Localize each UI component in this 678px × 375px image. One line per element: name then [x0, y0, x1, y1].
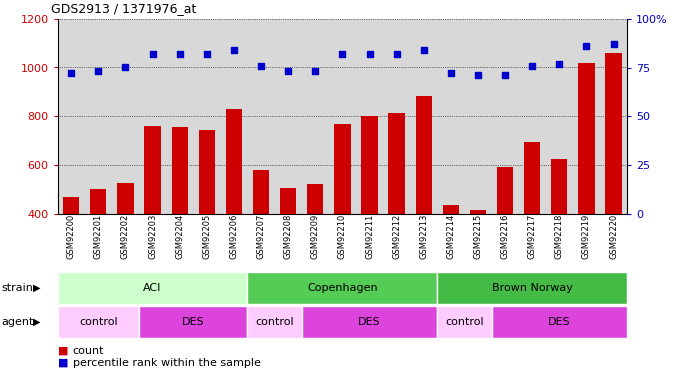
Bar: [437, 272, 627, 304]
Bar: [253, 170, 269, 311]
Text: GSM92213: GSM92213: [419, 214, 428, 259]
Point: [310, 68, 321, 74]
Text: count: count: [73, 346, 104, 355]
Text: GSM92215: GSM92215: [473, 214, 483, 259]
Text: GSM92208: GSM92208: [283, 214, 293, 259]
Text: GSM92207: GSM92207: [256, 214, 266, 259]
Point: [500, 72, 511, 78]
Text: GSM92203: GSM92203: [148, 214, 157, 259]
Bar: [437, 306, 492, 338]
Bar: [492, 306, 627, 338]
Text: ▶: ▶: [33, 283, 40, 293]
Point: [581, 43, 592, 49]
Text: GSM92205: GSM92205: [202, 214, 212, 259]
Bar: [605, 53, 622, 311]
Text: Brown Norway: Brown Norway: [492, 283, 573, 293]
Text: control: control: [256, 316, 294, 327]
Point: [337, 51, 348, 57]
Bar: [497, 167, 513, 311]
Point: [364, 51, 375, 57]
Text: GSM92202: GSM92202: [121, 214, 130, 259]
Bar: [90, 189, 106, 311]
Text: GSM92210: GSM92210: [338, 214, 347, 259]
Bar: [416, 96, 432, 311]
Text: GSM92212: GSM92212: [392, 214, 401, 259]
Point: [527, 63, 538, 69]
Point: [391, 51, 402, 57]
Text: GSM92217: GSM92217: [527, 214, 537, 259]
Bar: [63, 196, 79, 311]
Bar: [443, 205, 459, 311]
Text: GSM92206: GSM92206: [229, 214, 239, 259]
Bar: [551, 159, 567, 311]
Bar: [199, 130, 215, 311]
Bar: [58, 306, 139, 338]
Bar: [144, 126, 161, 311]
Bar: [226, 110, 242, 311]
Text: Copenhagen: Copenhagen: [307, 283, 378, 293]
Text: GSM92200: GSM92200: [66, 214, 76, 259]
Point: [120, 64, 131, 70]
Point: [473, 72, 483, 78]
Bar: [470, 210, 486, 311]
Bar: [578, 63, 595, 311]
Text: GSM92204: GSM92204: [175, 214, 184, 259]
Text: ■: ■: [58, 358, 68, 368]
Text: DES: DES: [182, 316, 205, 327]
Bar: [247, 306, 302, 338]
Bar: [117, 183, 134, 311]
Point: [445, 70, 456, 76]
Point: [147, 51, 158, 57]
Text: percentile rank within the sample: percentile rank within the sample: [73, 358, 260, 368]
Text: DES: DES: [548, 316, 571, 327]
Point: [66, 70, 77, 76]
Point: [256, 63, 266, 69]
Text: GSM92201: GSM92201: [94, 214, 103, 259]
Point: [93, 68, 104, 74]
Point: [174, 51, 185, 57]
Bar: [524, 142, 540, 311]
Point: [228, 47, 239, 53]
Text: GSM92214: GSM92214: [446, 214, 456, 259]
Point: [283, 68, 294, 74]
Bar: [388, 112, 405, 311]
Text: control: control: [79, 316, 117, 327]
Text: GSM92219: GSM92219: [582, 214, 591, 259]
Bar: [307, 184, 323, 311]
Bar: [58, 272, 247, 304]
Bar: [302, 306, 437, 338]
Text: GSM92211: GSM92211: [365, 214, 374, 259]
Text: ▶: ▶: [33, 316, 40, 327]
Point: [554, 61, 565, 67]
Text: GSM92218: GSM92218: [555, 214, 564, 259]
Text: strain: strain: [1, 283, 33, 293]
Text: GSM92216: GSM92216: [500, 214, 510, 259]
Text: agent: agent: [1, 316, 34, 327]
Bar: [172, 127, 188, 311]
Text: GSM92220: GSM92220: [609, 214, 618, 259]
Point: [608, 41, 619, 47]
Text: ACI: ACI: [143, 283, 162, 293]
Text: GSM92209: GSM92209: [311, 214, 320, 259]
Bar: [280, 188, 296, 311]
Text: DES: DES: [358, 316, 381, 327]
Text: GDS2913 / 1371976_at: GDS2913 / 1371976_at: [51, 2, 196, 15]
Text: control: control: [445, 316, 483, 327]
Point: [418, 47, 429, 53]
Bar: [139, 306, 247, 338]
Text: ■: ■: [58, 346, 68, 355]
Bar: [334, 124, 351, 311]
Point: [201, 51, 212, 57]
Bar: [247, 272, 437, 304]
Bar: [361, 116, 378, 311]
